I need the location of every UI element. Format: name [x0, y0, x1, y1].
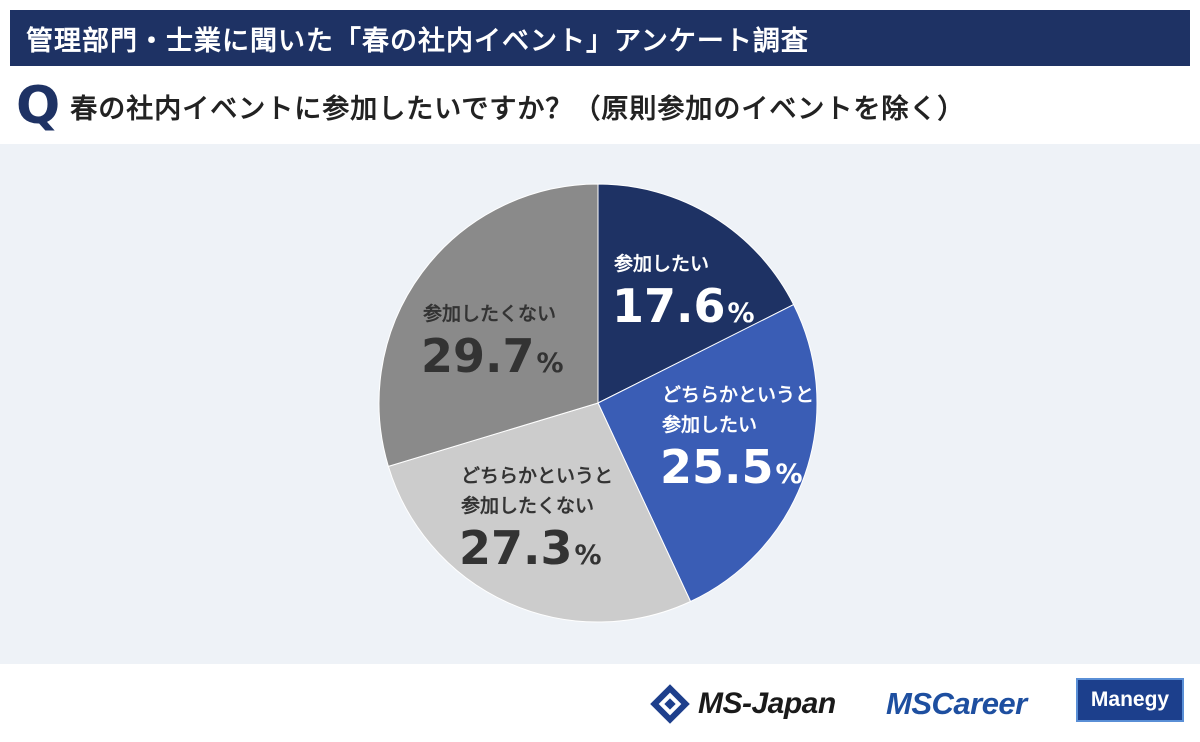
pie-slice-2: [597, 303, 818, 603]
footer: MS-Japan MSCareer Manegy: [0, 664, 1200, 742]
pie-slice-3: [387, 402, 692, 623]
slice-1-label-line-1: 参加したい: [614, 252, 709, 275]
slice-4-value-label: 29.7%: [421, 329, 564, 383]
slice-3-label-line-1: どちらかというと: [461, 465, 613, 487]
page-title: 管理部門・士業に聞いた「春の社内イベント」アンケート調査: [26, 25, 809, 57]
manegy-logo-text: Manegy: [1090, 688, 1170, 711]
ms-career-logo-text: MSCareer: [886, 686, 1027, 721]
slice-2-value-label: 25.5%: [660, 440, 803, 494]
pie-slice-1: [597, 183, 795, 404]
ms-japan-logo: MS-Japan: [648, 684, 836, 724]
slice-2-label-line-2: 参加したい: [662, 413, 757, 436]
slice-2-label-line-1: どちらかというと: [662, 384, 814, 406]
ms-career-logo: MSCareer: [886, 684, 1027, 724]
slice-4-label-line-1: 参加したくない: [423, 302, 556, 325]
slice-3-label-line-2: 参加したくない: [461, 494, 594, 517]
pie-chart: 参加したい17.6%どちらかというと参加したい25.5%どちらかというと参加した…: [378, 183, 818, 623]
header-bar: 管理部門・士業に聞いた「春の社内イベント」アンケート調査: [10, 10, 1190, 66]
manegy-logo: Manegy: [1076, 678, 1184, 722]
slice-3-value-label: 27.3%: [459, 521, 602, 575]
question-row: Q 春の社内イベントに参加したいですか？（原則参加のイベントを除く）: [10, 70, 1190, 142]
slice-1-value-label: 17.6%: [612, 279, 755, 333]
question-mark: Q: [16, 76, 61, 136]
question-text: 春の社内イベントに参加したいですか？（原則参加のイベントを除く）: [70, 93, 966, 125]
pie-slice-4: [378, 183, 599, 467]
ms-japan-logo-text: MS-Japan: [698, 687, 836, 720]
chart-area: 参加したい 17.6% どちらかというと 参加したい 25.5% どちらかというと 参加した…: [0, 144, 1200, 664]
ms-japan-emblem-icon: [650, 684, 690, 724]
